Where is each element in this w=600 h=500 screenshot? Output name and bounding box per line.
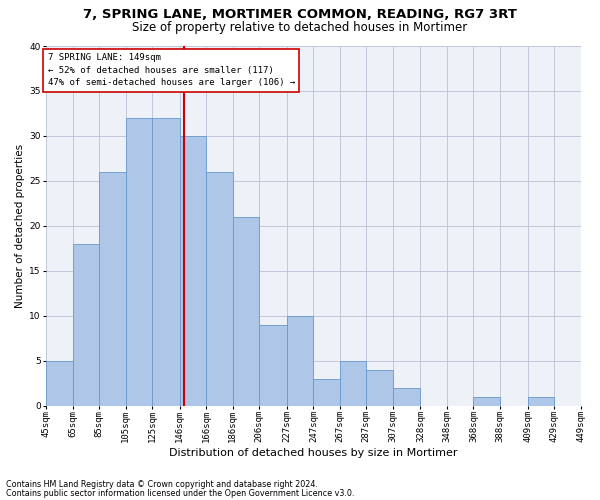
Bar xyxy=(206,172,233,406)
Text: Contains HM Land Registry data © Crown copyright and database right 2024.: Contains HM Land Registry data © Crown c… xyxy=(6,480,318,489)
Bar xyxy=(473,396,500,406)
Y-axis label: Number of detached properties: Number of detached properties xyxy=(15,144,25,308)
Bar xyxy=(46,360,73,406)
Bar xyxy=(313,378,340,406)
Bar xyxy=(340,360,366,406)
Bar xyxy=(99,172,125,406)
Bar xyxy=(287,316,313,406)
Text: Size of property relative to detached houses in Mortimer: Size of property relative to detached ho… xyxy=(133,21,467,34)
Bar xyxy=(125,118,152,406)
Bar xyxy=(527,396,554,406)
Text: 7, SPRING LANE, MORTIMER COMMON, READING, RG7 3RT: 7, SPRING LANE, MORTIMER COMMON, READING… xyxy=(83,8,517,20)
Bar xyxy=(259,324,287,406)
Bar xyxy=(73,244,99,406)
X-axis label: Distribution of detached houses by size in Mortimer: Distribution of detached houses by size … xyxy=(169,448,458,458)
Bar xyxy=(152,118,180,406)
Bar xyxy=(180,136,206,406)
Bar xyxy=(233,217,259,406)
Bar xyxy=(393,388,421,406)
Text: 7 SPRING LANE: 149sqm
← 52% of detached houses are smaller (117)
47% of semi-det: 7 SPRING LANE: 149sqm ← 52% of detached … xyxy=(47,53,295,87)
Bar xyxy=(366,370,393,406)
Text: Contains public sector information licensed under the Open Government Licence v3: Contains public sector information licen… xyxy=(6,488,355,498)
